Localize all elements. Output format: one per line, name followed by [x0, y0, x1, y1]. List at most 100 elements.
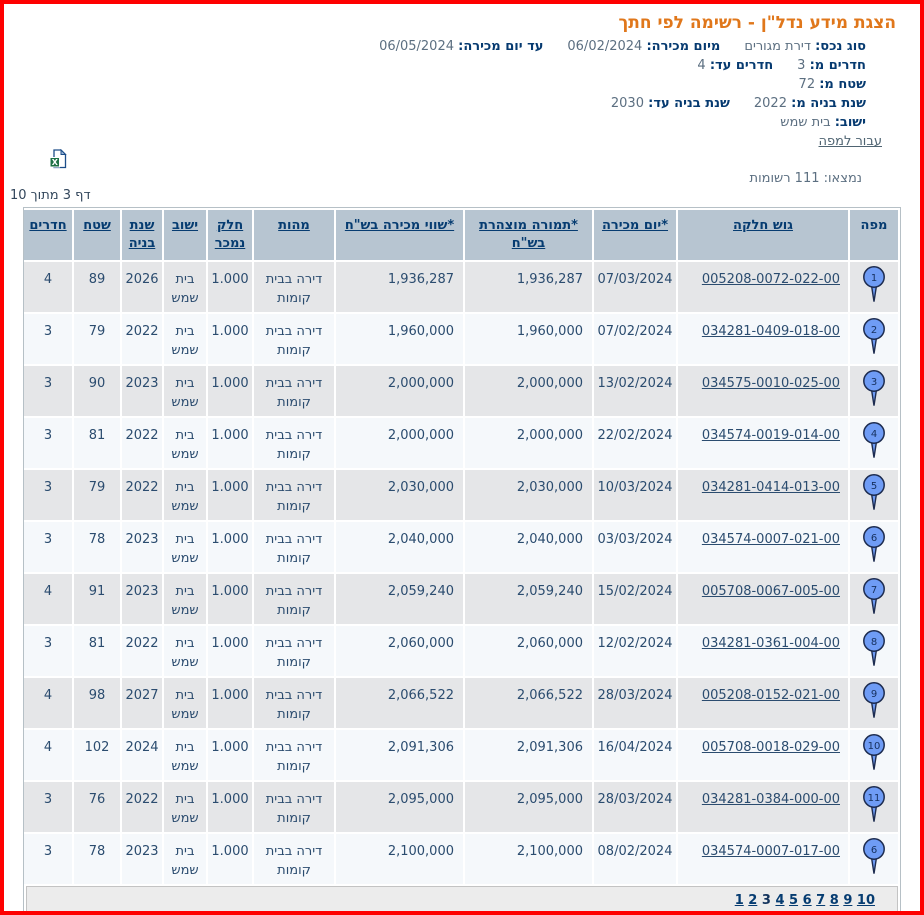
- pagination-page-link[interactable]: 2: [748, 893, 758, 908]
- results-tbody: 1 005208-0072-022-00 07/03/2024 1,936,287 1,…: [24, 262, 898, 884]
- sort-link-city[interactable]: ישוב: [171, 218, 199, 233]
- cell-rooms: 3: [24, 834, 72, 884]
- filter-value: בית שמש: [780, 115, 835, 130]
- pagination-page-link[interactable]: 7: [816, 893, 826, 908]
- map-pin-button[interactable]: 3: [861, 370, 887, 411]
- cell-year: 2022: [122, 418, 162, 468]
- parcel-link[interactable]: 005208-0152-021-00: [701, 688, 840, 703]
- cell-nature: דירה בבית קומות: [254, 522, 334, 572]
- sort-link-declared[interactable]: *תמורה מוצהרת בש"ח: [479, 218, 578, 251]
- map-pin-button[interactable]: 1: [861, 266, 887, 307]
- map-pin-button[interactable]: 6: [861, 838, 887, 879]
- pagination-page-link[interactable]: 9: [843, 893, 853, 908]
- cell-parcel: 034574-0007-021-00: [678, 522, 848, 572]
- cell-map: 7: [850, 574, 898, 624]
- parcel-link[interactable]: 034281-0361-004-00: [701, 636, 840, 651]
- cell-area: 76: [74, 782, 120, 832]
- svg-text:11: 11: [868, 793, 881, 804]
- map-pin-button[interactable]: 8: [861, 630, 887, 671]
- svg-text:10: 10: [868, 741, 881, 752]
- cell-city: בית שמש: [164, 574, 206, 624]
- table-row: 11 034281-0384-000-00 28/03/2024 2,095,000 2…: [24, 782, 898, 832]
- parcel-link[interactable]: 005208-0072-022-00: [701, 272, 840, 287]
- filter-summary: סוג נכס: דירת מגורים מיום מכירה: 06/02/20…: [4, 37, 920, 132]
- cell-city: בית שמש: [164, 262, 206, 312]
- parcel-link[interactable]: 034574-0019-014-00: [701, 428, 840, 443]
- filter-value: 72: [798, 77, 820, 92]
- cell-value: 1,936,287: [336, 262, 463, 312]
- cell-nature: דירה בבית קומות: [254, 678, 334, 728]
- pagination-page-link[interactable]: 8: [829, 893, 839, 908]
- cell-parcel: 005208-0152-021-00: [678, 678, 848, 728]
- cell-city: בית שמש: [164, 470, 206, 520]
- cell-city: בית שמש: [164, 314, 206, 364]
- cell-part: 1.000: [208, 366, 252, 416]
- cell-declared: 1,936,287: [465, 262, 592, 312]
- filter-label: עד יום מכירה:: [458, 39, 544, 54]
- cell-year: 2027: [122, 678, 162, 728]
- filter-value: 06/05/2024: [379, 39, 459, 54]
- cell-rooms: 3: [24, 314, 72, 364]
- parcel-link[interactable]: 034574-0007-017-00: [701, 844, 840, 859]
- cell-nature: דירה בבית קומות: [254, 418, 334, 468]
- map-pin-button[interactable]: 2: [861, 318, 887, 359]
- cell-city: בית שמש: [164, 834, 206, 884]
- table-row: 6 034574-0007-021-00 03/03/2024 2,040,000 2,…: [24, 522, 898, 572]
- map-pin-button[interactable]: 10: [861, 734, 887, 775]
- pagination-page-link[interactable]: 10: [856, 893, 875, 908]
- pagination-page-link[interactable]: 6: [802, 893, 812, 908]
- sort-link-value[interactable]: *שווי מכירה בש"ח: [344, 218, 455, 233]
- cell-value: 2,091,306: [336, 730, 463, 780]
- cell-map: 3: [850, 366, 898, 416]
- cell-part: 1.000: [208, 782, 252, 832]
- cell-rooms: 3: [24, 418, 72, 468]
- cell-parcel: 034281-0384-000-00: [678, 782, 848, 832]
- parcel-link[interactable]: 034281-0414-013-00: [701, 480, 840, 495]
- map-pin-button[interactable]: 11: [861, 786, 887, 827]
- export-excel-button[interactable]: X: [49, 148, 68, 173]
- sort-link-parcel[interactable]: גוש חלקה: [733, 218, 793, 233]
- table-row: 6 034574-0007-017-00 08/02/2024 2,100,000 2,…: [24, 834, 898, 884]
- map-pin-icon: 7: [863, 578, 885, 614]
- map-pin-icon: 1: [863, 266, 885, 302]
- map-pin-button[interactable]: 7: [861, 578, 887, 619]
- cell-sale_date: 15/02/2024: [594, 574, 676, 624]
- pagination-page-link[interactable]: 4: [775, 893, 785, 908]
- sort-link-nature[interactable]: מהות: [278, 218, 310, 233]
- cell-declared: 2,100,000: [465, 834, 592, 884]
- svg-text:5: 5: [871, 481, 877, 492]
- page-indicator: דף 3 מתוך 10: [10, 188, 91, 203]
- parcel-link[interactable]: 005708-0018-029-00: [701, 740, 840, 755]
- pagination-page-link[interactable]: 1: [734, 893, 744, 908]
- table-row: 10 005708-0018-029-00 16/04/2024 2,091,306 2…: [24, 730, 898, 780]
- map-pin-button[interactable]: 6: [861, 526, 887, 567]
- map-pin-button[interactable]: 4: [861, 422, 887, 463]
- sort-link-sale_date[interactable]: *יום מכירה: [601, 218, 669, 233]
- map-pin-button[interactable]: 5: [861, 474, 887, 515]
- cell-declared: 2,030,000: [465, 470, 592, 520]
- cell-map: 2: [850, 314, 898, 364]
- cell-sale_date: 28/03/2024: [594, 678, 676, 728]
- parcel-link[interactable]: 034575-0010-025-00: [701, 376, 840, 391]
- sort-link-rooms[interactable]: חדרים: [29, 218, 67, 233]
- filter-label: חדרים עד:: [709, 58, 774, 73]
- column-header-parcel: גוש חלקה: [678, 210, 848, 260]
- parcel-link[interactable]: 034281-0409-018-00: [701, 324, 840, 339]
- cell-part: 1.000: [208, 262, 252, 312]
- sort-link-year[interactable]: שנת בניה: [128, 218, 156, 251]
- map-pin-button[interactable]: 9: [861, 682, 887, 723]
- parcel-link[interactable]: 005708-0067-005-00: [701, 584, 840, 599]
- column-header-city: ישוב: [164, 210, 206, 260]
- filter-label: חדרים מ:: [809, 58, 866, 73]
- parcel-link[interactable]: 034574-0007-021-00: [701, 532, 840, 547]
- filter-value: 2022: [753, 96, 792, 111]
- cell-parcel: 034574-0019-014-00: [678, 418, 848, 468]
- column-header-sale_date: *יום מכירה: [594, 210, 676, 260]
- parcel-link[interactable]: 034281-0384-000-00: [701, 792, 840, 807]
- go-to-map-link[interactable]: עבור למפה: [818, 134, 883, 149]
- cell-sale_date: 07/02/2024: [594, 314, 676, 364]
- cell-declared: 2,059,240: [465, 574, 592, 624]
- sort-link-area[interactable]: שטח: [83, 218, 111, 233]
- sort-link-part[interactable]: חלק נמכר: [214, 218, 246, 251]
- pagination-page-link[interactable]: 5: [789, 893, 799, 908]
